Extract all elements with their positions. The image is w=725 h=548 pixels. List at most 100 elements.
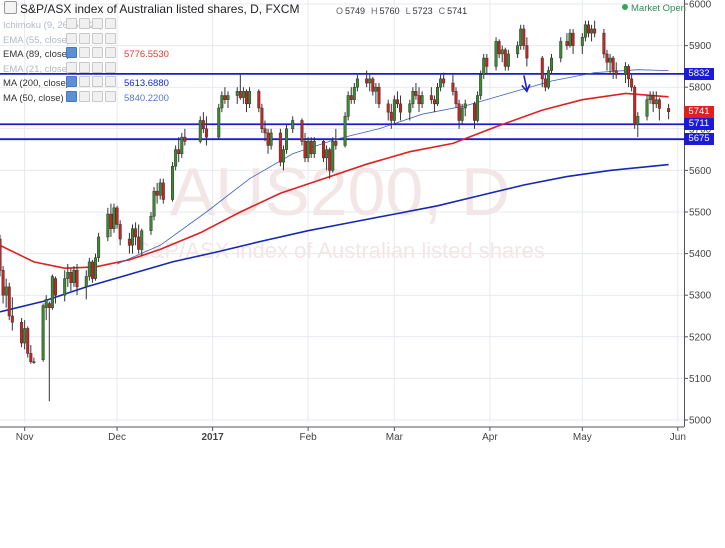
candle [23,320,27,350]
eye-icon[interactable] [66,90,77,102]
indicator-name: Ichimoku (9, 26, 52, 26) [3,20,103,31]
indicator-row[interactable]: EMA (89, close) 5776.5530 [3,47,169,60]
source-icon[interactable] [92,47,103,58]
candle [171,162,175,202]
source-icon[interactable] [92,32,103,44]
candle-body [331,141,335,171]
candle-body [180,136,184,155]
candle-body [454,91,458,105]
close-icon[interactable] [105,76,116,87]
settings-icon[interactable] [79,76,90,87]
indicator-row[interactable]: Ichimoku (9, 26, 52, 26) [3,18,118,31]
candle-body [389,111,393,121]
indicator-row[interactable]: EMA (55, close) [3,32,118,46]
source-icon[interactable] [92,90,103,102]
candle-body [155,190,159,196]
candle-body [134,228,138,238]
symbol-settings-icon[interactable] [4,1,17,14]
close-icon[interactable] [105,32,116,44]
source-icon[interactable] [92,76,103,87]
candle-body [472,103,476,121]
source-icon[interactable] [92,61,103,73]
price-tag: 5675 [684,133,714,146]
watermark: AUS200, D S&P/ASX index of Australian li… [135,154,545,263]
candle-body [623,66,627,75]
candle [349,87,353,104]
candle [204,116,208,146]
candle [10,297,14,331]
eye-icon[interactable] [66,32,77,44]
candle [377,83,381,108]
eye-icon[interactable] [66,61,77,73]
market-open-dot-icon [622,4,628,10]
settings-icon[interactable] [79,32,90,44]
y-tick-label: 5200 [689,332,712,343]
candle [285,124,289,154]
indicator-row[interactable]: MA (200, close) 5613.6880 [3,76,169,89]
ohlc-label: H [371,6,378,16]
eye-icon[interactable] [66,18,77,29]
ohlc-value: 5741 [447,6,468,16]
candle [118,220,122,246]
candle-body [177,149,181,155]
candle [47,301,51,402]
market-status-text: Market Open [631,3,686,14]
candle-body [368,78,372,84]
candle [429,87,433,104]
candle [463,99,467,117]
candle [651,91,655,113]
price-tag: 5711 [684,118,714,131]
candle [525,37,529,67]
candle-body [657,99,661,109]
candle-body [543,78,547,88]
candle-body [432,99,436,105]
candle [371,76,375,96]
candle [543,74,547,92]
ohlc-value: 5749 [345,6,366,16]
candle-body [20,321,24,344]
source-icon[interactable] [92,18,103,29]
close-icon[interactable] [105,47,116,58]
candle [627,64,631,88]
eye-icon[interactable] [66,76,77,87]
candle-body [220,95,224,109]
candle-body [485,57,489,67]
candle-body [411,91,415,105]
close-icon[interactable] [105,90,116,102]
candle [519,24,523,50]
candle [432,95,436,113]
indicator-row[interactable]: EMA (21, close) [3,61,118,75]
candle-body [75,269,79,288]
candle-body [516,45,520,55]
candle-body [500,49,504,55]
candle-body [352,86,356,100]
candle [439,74,443,92]
settings-icon[interactable] [79,61,90,73]
candle [494,37,498,71]
settings-icon[interactable] [79,18,90,29]
candle-body [4,286,8,296]
candle-body [346,95,350,117]
candle-body [201,120,205,130]
eye-icon[interactable] [66,47,77,58]
close-icon[interactable] [105,61,116,73]
candle-body [174,149,178,167]
settings-icon[interactable] [79,47,90,58]
candle [106,207,110,242]
candle [550,53,554,75]
settings-icon[interactable] [79,90,90,102]
indicator-row[interactable]: MA (50, close) 5840.2200 [3,90,169,104]
candle [72,266,76,287]
close-icon[interactable] [105,18,116,29]
indicator-name: MA (50, close) [3,92,64,104]
candle [257,89,261,113]
candle-body [463,103,467,109]
candle-body [451,82,455,92]
candle-body [300,120,304,142]
candle-body [217,107,221,138]
candle [500,45,504,63]
candle [328,147,332,179]
candle-body [285,128,289,150]
